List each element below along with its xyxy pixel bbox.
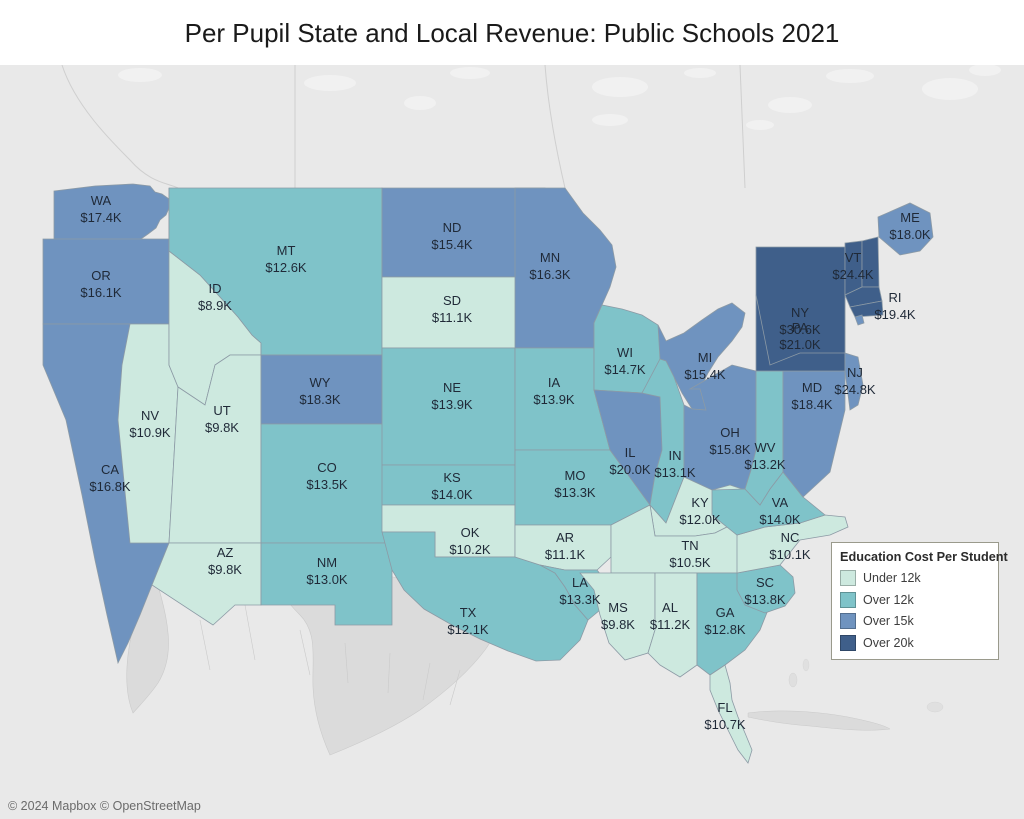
svg-text:WA: WA — [91, 193, 112, 208]
svg-text:$10.1K: $10.1K — [769, 547, 811, 562]
svg-text:WV: WV — [755, 440, 776, 455]
svg-text:$14.7K: $14.7K — [604, 362, 646, 377]
svg-text:$16.1K: $16.1K — [80, 285, 122, 300]
svg-text:$17.4K: $17.4K — [80, 210, 122, 225]
svg-text:$13.3K: $13.3K — [554, 485, 596, 500]
svg-text:NM: NM — [317, 555, 337, 570]
svg-text:$11.1K: $11.1K — [545, 547, 586, 562]
svg-text:MI: MI — [698, 350, 712, 365]
svg-text:$13.1K: $13.1K — [654, 465, 696, 480]
svg-text:RI: RI — [889, 290, 902, 305]
svg-text:KS: KS — [443, 470, 461, 485]
svg-text:$15.4K: $15.4K — [684, 367, 726, 382]
svg-text:CA: CA — [101, 462, 119, 477]
svg-text:$15.8K: $15.8K — [709, 442, 751, 457]
svg-text:$12.6K: $12.6K — [265, 260, 307, 275]
svg-text:MS: MS — [608, 600, 628, 615]
svg-text:$10.2K: $10.2K — [449, 542, 491, 557]
svg-text:OK: OK — [461, 525, 480, 540]
svg-text:$18.3K: $18.3K — [299, 392, 341, 407]
svg-text:WY: WY — [310, 375, 331, 390]
svg-text:NC: NC — [781, 530, 800, 545]
svg-text:$24.4K: $24.4K — [832, 267, 874, 282]
svg-text:$19.4K: $19.4K — [874, 307, 916, 322]
svg-text:$9.8K: $9.8K — [208, 562, 242, 577]
svg-text:SC: SC — [756, 575, 774, 590]
svg-text:$16.3K: $16.3K — [529, 267, 571, 282]
svg-text:$13.9K: $13.9K — [533, 392, 575, 407]
svg-text:GA: GA — [716, 605, 735, 620]
svg-text:VA: VA — [772, 495, 789, 510]
svg-text:OR: OR — [91, 268, 111, 283]
svg-text:$13.9K: $13.9K — [431, 397, 473, 412]
svg-text:SD: SD — [443, 293, 461, 308]
svg-text:$16.8K: $16.8K — [89, 479, 131, 494]
svg-text:VT: VT — [845, 250, 862, 265]
svg-text:NY: NY — [791, 305, 809, 320]
svg-text:$12.0K: $12.0K — [679, 512, 721, 527]
svg-text:MD: MD — [802, 380, 822, 395]
svg-text:$12.8K: $12.8K — [704, 622, 746, 637]
svg-text:$11.2K: $11.2K — [650, 617, 691, 632]
svg-text:MN: MN — [540, 250, 560, 265]
svg-text:ID: ID — [209, 281, 222, 296]
svg-text:NE: NE — [443, 380, 461, 395]
svg-text:OH: OH — [720, 425, 740, 440]
svg-text:$11.1K: $11.1K — [432, 310, 473, 325]
svg-text:IL: IL — [625, 445, 636, 460]
svg-text:KY: KY — [691, 495, 709, 510]
svg-text:$15.4K: $15.4K — [431, 237, 473, 252]
svg-text:$30.6K: $30.6K — [779, 322, 821, 337]
svg-text:ME: ME — [900, 210, 920, 225]
svg-text:$13.3K: $13.3K — [559, 592, 601, 607]
svg-text:$10.9K: $10.9K — [129, 425, 171, 440]
svg-text:$10.7K: $10.7K — [704, 717, 746, 732]
svg-text:IA: IA — [548, 375, 561, 390]
svg-text:CO: CO — [317, 460, 337, 475]
svg-text:UT: UT — [213, 403, 230, 418]
svg-text:$9.8K: $9.8K — [205, 420, 239, 435]
svg-text:$13.2K: $13.2K — [744, 457, 786, 472]
svg-text:$20.0K: $20.0K — [609, 462, 651, 477]
svg-text:$21.0K: $21.0K — [779, 337, 821, 352]
svg-text:NV: NV — [141, 408, 159, 423]
svg-text:$14.0K: $14.0K — [431, 487, 473, 502]
svg-text:$18.0K: $18.0K — [889, 227, 931, 242]
svg-text:$9.8K: $9.8K — [601, 617, 635, 632]
svg-text:AR: AR — [556, 530, 574, 545]
svg-text:TN: TN — [681, 538, 698, 553]
svg-text:$12.1K: $12.1K — [447, 622, 489, 637]
svg-text:$13.0K: $13.0K — [306, 572, 348, 587]
svg-text:FL: FL — [717, 700, 732, 715]
svg-text:$13.8K: $13.8K — [744, 592, 786, 607]
svg-text:ND: ND — [443, 220, 462, 235]
svg-text:WI: WI — [617, 345, 633, 360]
svg-text:NJ: NJ — [847, 365, 863, 380]
svg-text:$24.8K: $24.8K — [834, 382, 876, 397]
svg-text:$18.4K: $18.4K — [791, 397, 833, 412]
svg-text:$10.5K: $10.5K — [669, 555, 711, 570]
svg-text:AL: AL — [662, 600, 678, 615]
svg-text:MO: MO — [565, 468, 586, 483]
svg-text:TX: TX — [460, 605, 477, 620]
svg-text:LA: LA — [572, 575, 588, 590]
svg-text:MT: MT — [277, 243, 296, 258]
svg-text:$13.5K: $13.5K — [306, 477, 348, 492]
svg-text:$8.9K: $8.9K — [198, 298, 232, 313]
svg-text:$14.0K: $14.0K — [759, 512, 801, 527]
svg-text:AZ: AZ — [217, 545, 234, 560]
svg-text:IN: IN — [669, 448, 682, 463]
